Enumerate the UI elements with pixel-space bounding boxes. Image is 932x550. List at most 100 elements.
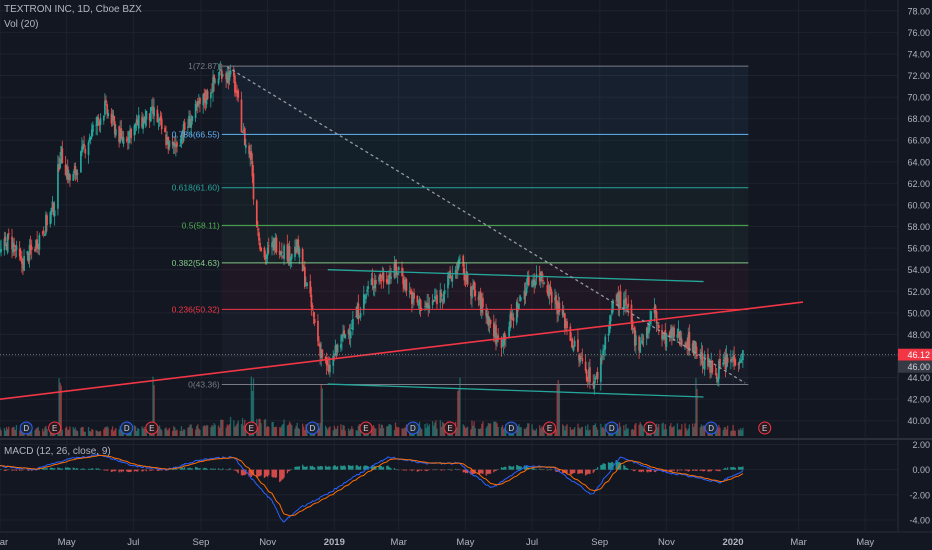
- macd-histogram-bar: [344, 466, 346, 470]
- dividend-marker[interactable]: [19, 421, 33, 435]
- candle-body: [112, 115, 115, 121]
- fib-level-label[interactable]: 0.382(54.63): [172, 258, 220, 268]
- macd-histogram-bar: [640, 469, 642, 473]
- candle-body: [733, 355, 736, 362]
- volume-bar: [378, 423, 380, 436]
- crosshair-price-tag[interactable]: [898, 360, 932, 373]
- macd-histogram-bar: [58, 467, 60, 470]
- trendline-dashed-downtrend[interactable]: [226, 66, 746, 384]
- macd-histogram-bar: [294, 466, 296, 470]
- macd-histogram-bar: [389, 467, 391, 470]
- trendline-rising-support[interactable]: [0, 301, 804, 400]
- volume-bar: [602, 426, 604, 436]
- fib-level-label[interactable]: 0.236(50.32): [172, 304, 220, 314]
- fib-level-label[interactable]: 0.618(61.60): [172, 183, 220, 193]
- event-marker-label: E: [363, 424, 368, 433]
- dividend-marker[interactable]: [120, 421, 134, 435]
- earnings-marker[interactable]: [145, 421, 159, 435]
- earnings-marker[interactable]: [244, 421, 258, 435]
- macd-histogram-bar: [222, 468, 224, 470]
- candle-body: [730, 359, 732, 362]
- macd-line[interactable]: [0, 453, 744, 523]
- earnings-marker[interactable]: [758, 421, 772, 435]
- volume-bar: [273, 426, 275, 436]
- macd-histogram-bar: [114, 469, 116, 472]
- fib-level-label[interactable]: 1(72.87): [188, 61, 220, 71]
- dividend-marker[interactable]: [605, 421, 619, 435]
- volume-bar: [418, 421, 421, 436]
- candle-body: [352, 318, 354, 330]
- fib-level-label[interactable]: 0.5(58.11): [182, 220, 220, 230]
- volume-bar: [259, 418, 261, 436]
- earnings-marker[interactable]: [48, 421, 62, 435]
- macd-histogram-bar: [188, 468, 190, 470]
- macd-pane[interactable]: [0, 453, 744, 523]
- fibonacci-retracement[interactable]: 1(72.87) 0.786(66.55) 0.618(61.60) 0.5(58.1…: [172, 61, 749, 389]
- macd-histogram-bar: [126, 469, 128, 472]
- volume-bar: [664, 424, 667, 436]
- candle-body: [134, 123, 137, 128]
- dividend-marker[interactable]: [704, 421, 718, 435]
- candle-body: [113, 120, 116, 134]
- macd-signal-line[interactable]: [0, 454, 744, 517]
- candle-body: [168, 140, 171, 148]
- volume-bar: [436, 428, 438, 436]
- macd-histogram-bar: [12, 469, 14, 471]
- trendline-channel-bottom[interactable]: [327, 383, 704, 398]
- volume-bar: [187, 427, 189, 436]
- earnings-marker[interactable]: [359, 421, 373, 435]
- trendline-channel-top[interactable]: [327, 269, 704, 283]
- candle-body: [645, 327, 648, 338]
- volume-indicator-label[interactable]: Vol (20): [4, 19, 39, 30]
- macd-histogram-bar: [11, 469, 13, 471]
- dividend-marker[interactable]: [406, 421, 420, 435]
- trendlines[interactable]: [0, 66, 898, 400]
- macd-histogram-bar: [596, 467, 599, 470]
- volume-bar: [281, 425, 283, 436]
- earnings-marker[interactable]: [643, 421, 657, 435]
- time-tick-label: Jul: [526, 537, 538, 548]
- volume-bar: [740, 428, 742, 436]
- candle-body: [673, 327, 675, 337]
- macd-histogram-bar: [593, 469, 595, 472]
- volume-bar: [225, 427, 227, 436]
- volume-bar: [357, 425, 360, 436]
- fib-level-label[interactable]: 0.786(66.55): [172, 129, 220, 139]
- candle-body: [312, 312, 315, 317]
- macd-histogram-bar: [304, 466, 306, 470]
- volume-bar: [493, 421, 495, 436]
- volume-bar: [696, 388, 698, 436]
- dividend-marker[interactable]: [305, 421, 319, 435]
- macd-histogram-bar: [228, 468, 231, 470]
- macd-histogram-bar: [488, 469, 491, 474]
- candle-body: [296, 240, 299, 251]
- macd-histogram-bar: [684, 469, 686, 471]
- symbol-title[interactable]: TEXTRON INC, 1D, Cboe BZX: [4, 4, 142, 15]
- volume-bar: [271, 422, 273, 436]
- candle-body: [278, 250, 281, 255]
- volume-bar: [394, 422, 397, 436]
- macd-histogram-bar: [402, 469, 404, 471]
- volume-bar: [471, 420, 473, 436]
- candle-body: [125, 139, 128, 141]
- volume-bar: [67, 429, 69, 436]
- dividend-marker[interactable]: [504, 421, 518, 435]
- earnings-marker[interactable]: [543, 421, 557, 435]
- volume-bar: [0, 427, 1, 436]
- candle-body: [732, 356, 734, 361]
- earnings-marker[interactable]: [443, 421, 457, 435]
- volume-bar: [99, 431, 102, 436]
- candle-body: [98, 121, 101, 126]
- last-price-tag[interactable]: [898, 348, 932, 361]
- volume-bar: [84, 431, 86, 436]
- macd-histogram-bar: [426, 469, 428, 472]
- fib-level-label[interactable]: 0(43.36): [188, 379, 220, 389]
- macd-histogram-bar: [226, 469, 228, 471]
- macd-indicator-label[interactable]: MACD (12, 26, close, 9): [4, 446, 111, 457]
- candlestick-series[interactable]: [0, 61, 744, 395]
- volume-bar: [737, 429, 740, 436]
- candle-body: [523, 290, 526, 300]
